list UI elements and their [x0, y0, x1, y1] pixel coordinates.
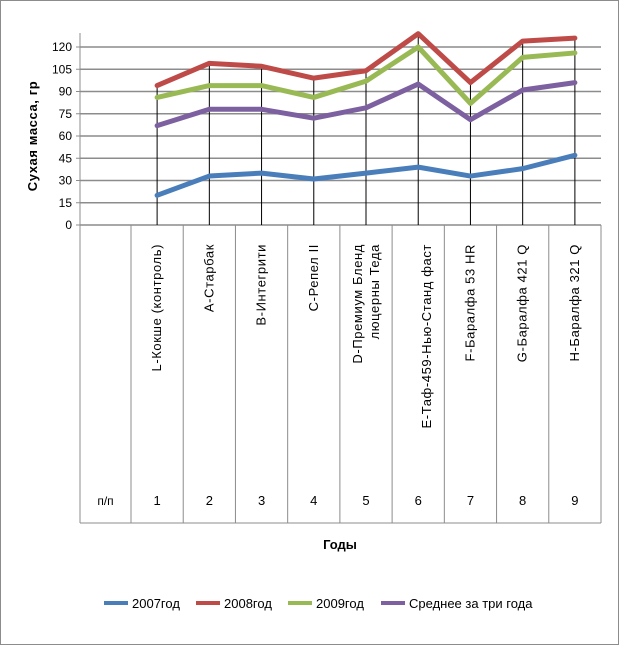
legend-label: Среднее за три года: [409, 596, 533, 611]
category-number: 4: [310, 493, 317, 508]
data-point: [520, 88, 525, 93]
data-point: [468, 101, 473, 106]
y-axis-title: Сухая масса, гр: [25, 81, 40, 192]
y-tick-label: 45: [59, 151, 73, 165]
category-label: H-Баралфа 321 Q: [567, 244, 582, 361]
data-point: [207, 107, 212, 112]
data-point: [416, 31, 421, 36]
x-axis-title: Годы: [323, 537, 357, 552]
data-point: [207, 83, 212, 88]
data-point: [155, 83, 160, 88]
data-point: [572, 80, 577, 85]
legend-label: 2009год: [316, 596, 364, 611]
data-point: [311, 116, 316, 121]
data-point: [364, 171, 368, 176]
data-point: [311, 76, 316, 81]
data-point: [207, 174, 212, 179]
data-point: [416, 82, 421, 87]
y-tick-label: 105: [52, 62, 72, 76]
category-label: B-Интегрити: [254, 244, 269, 326]
data-point: [520, 55, 525, 60]
category-number: 1: [153, 493, 160, 508]
data-point: [311, 95, 316, 100]
row-header-label: п/п: [97, 494, 113, 508]
y-tick-label: 60: [59, 129, 73, 143]
category-number: 6: [415, 493, 422, 508]
category-label: F-Баралфа 53 HR: [462, 244, 477, 361]
category-label: D-Премиум Бленд люцерны Теда: [350, 244, 382, 364]
data-point: [572, 50, 577, 55]
data-point: [416, 165, 421, 170]
y-tick-label: 90: [59, 85, 73, 99]
data-point: [364, 79, 368, 84]
y-tick-label: 120: [52, 40, 72, 54]
y-tick-label: 75: [59, 107, 73, 121]
data-point: [572, 36, 577, 41]
category-number: 2: [206, 493, 213, 508]
data-point: [259, 171, 264, 176]
data-point: [572, 153, 577, 158]
category-label: E-Таф-459-Нью-Станд фаст: [419, 244, 434, 428]
data-point: [416, 45, 421, 49]
category-number: 3: [258, 493, 265, 508]
category-number: 8: [519, 493, 526, 508]
data-point: [468, 80, 473, 85]
data-point: [520, 39, 525, 44]
category-label: A-Старбак: [201, 244, 216, 312]
data-point: [155, 123, 160, 128]
category-label: L-Кокше (контроль): [149, 244, 164, 372]
data-point: [259, 83, 264, 88]
data-point: [155, 95, 160, 100]
data-point: [155, 193, 160, 198]
y-tick-label: 15: [59, 196, 73, 210]
data-point: [468, 174, 473, 179]
y-tick-label: 0: [65, 218, 72, 232]
category-number: 7: [467, 493, 474, 508]
data-point: [259, 64, 264, 69]
category-label: G-Баралфа 421 Q: [515, 244, 530, 362]
category-label: C-Репел II: [306, 244, 321, 311]
data-point: [364, 68, 368, 73]
y-tick-label: 30: [59, 174, 73, 188]
data-point: [311, 177, 316, 182]
data-point: [364, 105, 368, 110]
legend-label: 2008год: [224, 596, 272, 611]
data-point: [520, 166, 525, 171]
category-number: 5: [362, 493, 369, 508]
legend-label: 2007год: [132, 596, 180, 611]
data-point: [468, 117, 473, 122]
data-point: [259, 107, 264, 112]
data-point: [207, 61, 212, 66]
category-number: 9: [571, 493, 578, 508]
